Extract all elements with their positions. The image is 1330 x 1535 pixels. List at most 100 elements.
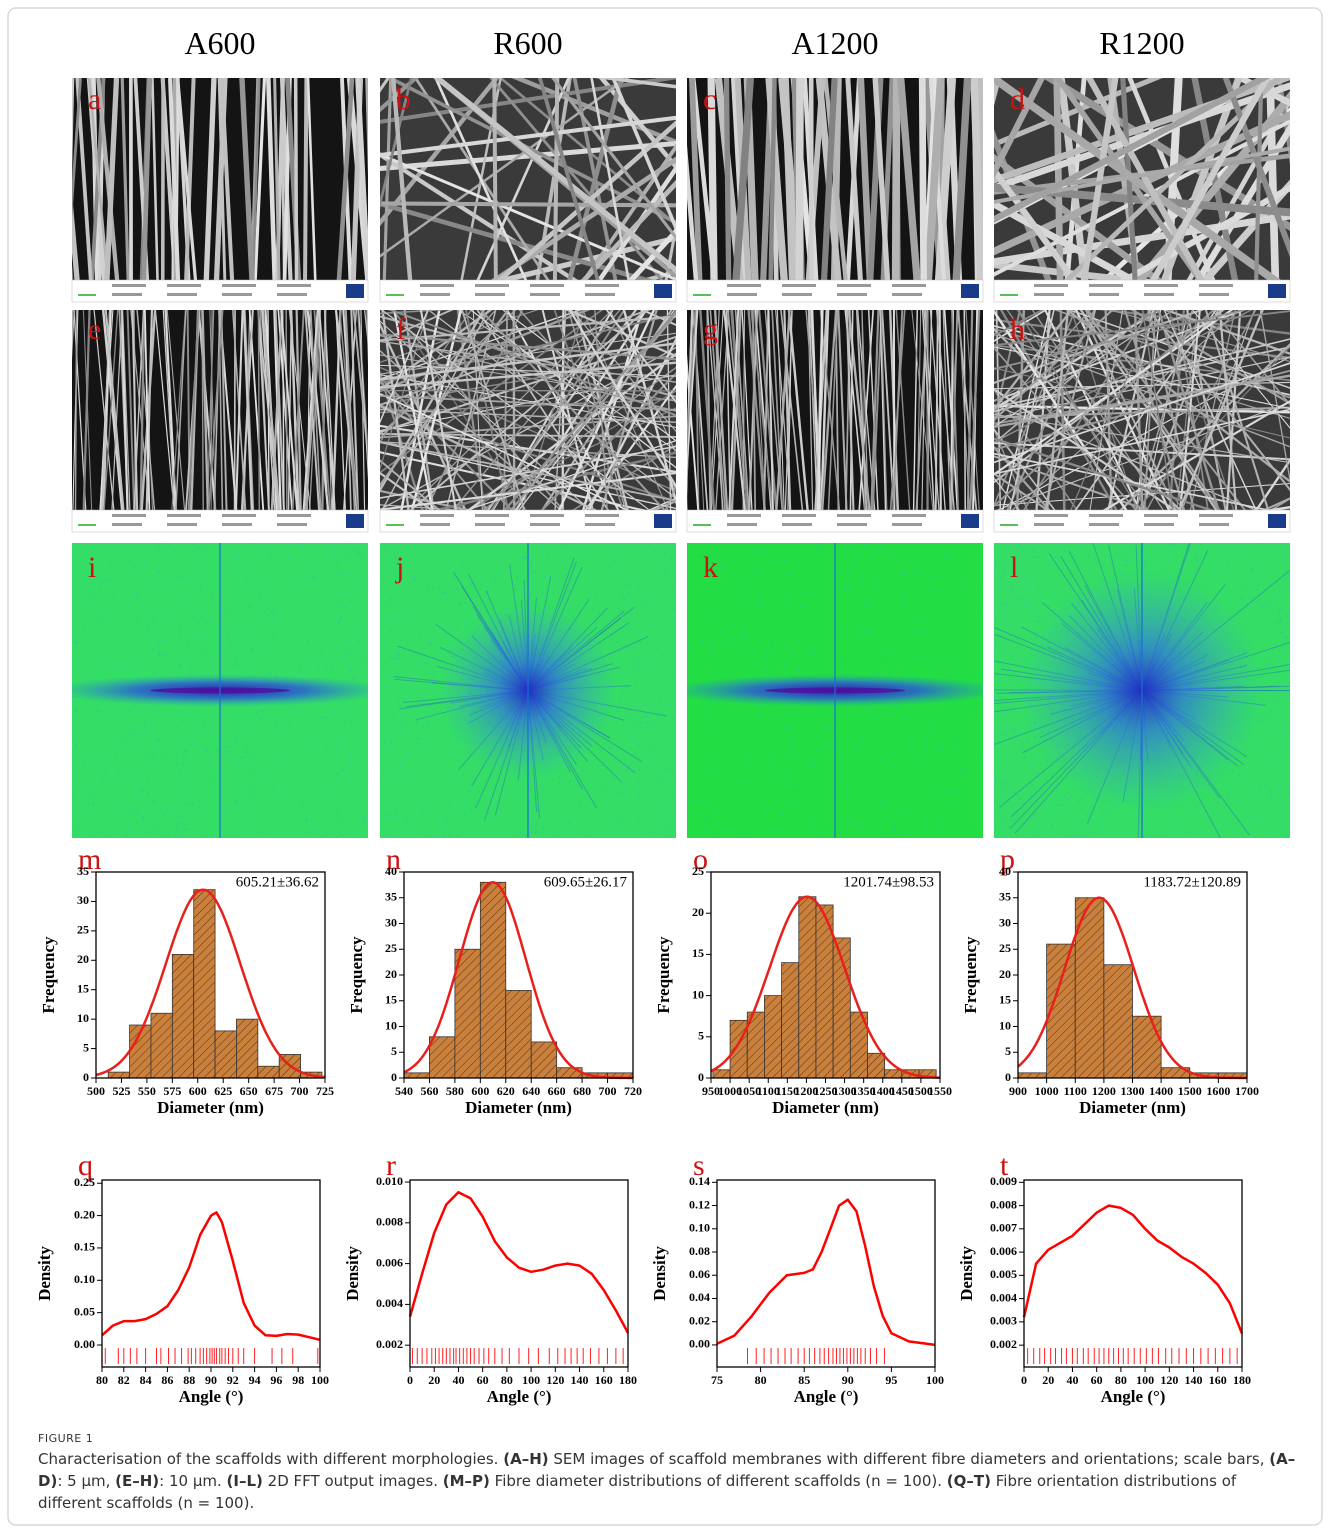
noise [663,654,665,656]
noise [1090,807,1092,809]
noise [565,574,567,576]
noise [113,597,115,599]
noise [92,794,94,796]
noise [479,611,481,613]
noise [948,676,950,678]
noise [79,559,81,561]
noise [965,576,967,578]
noise [196,638,198,640]
bar [1104,965,1133,1078]
noise [1056,805,1058,807]
info-mark [837,284,871,287]
noise [592,581,594,583]
noise [793,741,795,743]
fibre [67,78,72,302]
x-tick-label: 1700 [1235,1084,1259,1098]
noise [442,592,444,594]
noise [750,643,752,645]
noise [346,592,348,594]
noise [559,815,561,817]
noise [318,668,320,670]
noise [280,713,282,715]
noise [1019,544,1021,546]
info-mark [112,514,146,517]
noise [927,823,929,825]
noise [775,730,777,732]
noise [706,742,708,744]
noise [215,558,217,560]
noise [1088,555,1090,557]
noise [962,770,964,772]
noise [756,749,758,751]
noise [1002,602,1004,604]
noise [341,834,343,836]
noise [1159,566,1161,568]
y-tick-label: 5 [698,1029,704,1043]
noise [184,756,186,758]
x-tick-label: 80 [501,1373,513,1387]
noise [321,838,323,840]
noise [1003,569,1005,571]
noise [1266,752,1268,754]
noise [182,757,184,759]
noise [88,803,90,805]
y-axis-label: Frequency [39,936,58,1014]
noise [771,778,773,780]
noise [628,594,630,596]
noise [844,548,846,550]
noise [174,612,176,614]
noise [955,740,957,742]
noise [933,589,935,591]
noise [232,626,234,628]
noise [889,554,891,556]
noise [815,661,817,663]
noise [1047,809,1049,811]
noise [1264,783,1266,785]
noise [99,711,101,713]
noise [248,787,250,789]
noise [1266,604,1268,606]
panel-letter: l [1010,551,1018,584]
noise [981,711,983,713]
noise [141,777,143,779]
noise [940,748,942,750]
fibre [983,78,991,302]
noise [119,718,121,720]
noise [582,769,584,771]
noise [449,558,451,560]
noise [911,743,913,745]
noise [462,776,464,778]
noise [161,584,163,586]
caption-segment: (Q–T) [947,1472,991,1490]
noise [567,543,569,545]
noise [717,606,719,608]
x-tick-label: 1100 [1064,1084,1087,1098]
noise [1234,778,1236,780]
noise [383,742,385,744]
noise [847,571,849,573]
noise [466,558,468,560]
noise [153,621,155,623]
noise [672,772,674,774]
noise [299,671,301,673]
noise [308,740,310,742]
noise [1280,619,1282,621]
noise [430,643,432,645]
noise [516,589,518,591]
noise [611,775,613,777]
noise [942,569,944,571]
noise [1281,728,1283,730]
noise [948,792,950,794]
noise [158,642,160,644]
noise [417,827,419,829]
noise [141,791,143,793]
noise [194,744,196,746]
noise [710,611,712,613]
noise [206,659,208,661]
noise [922,630,924,632]
noise [289,558,291,560]
info-mark [1144,284,1178,287]
noise [703,716,705,718]
fibre [726,78,728,302]
noise [523,558,525,560]
